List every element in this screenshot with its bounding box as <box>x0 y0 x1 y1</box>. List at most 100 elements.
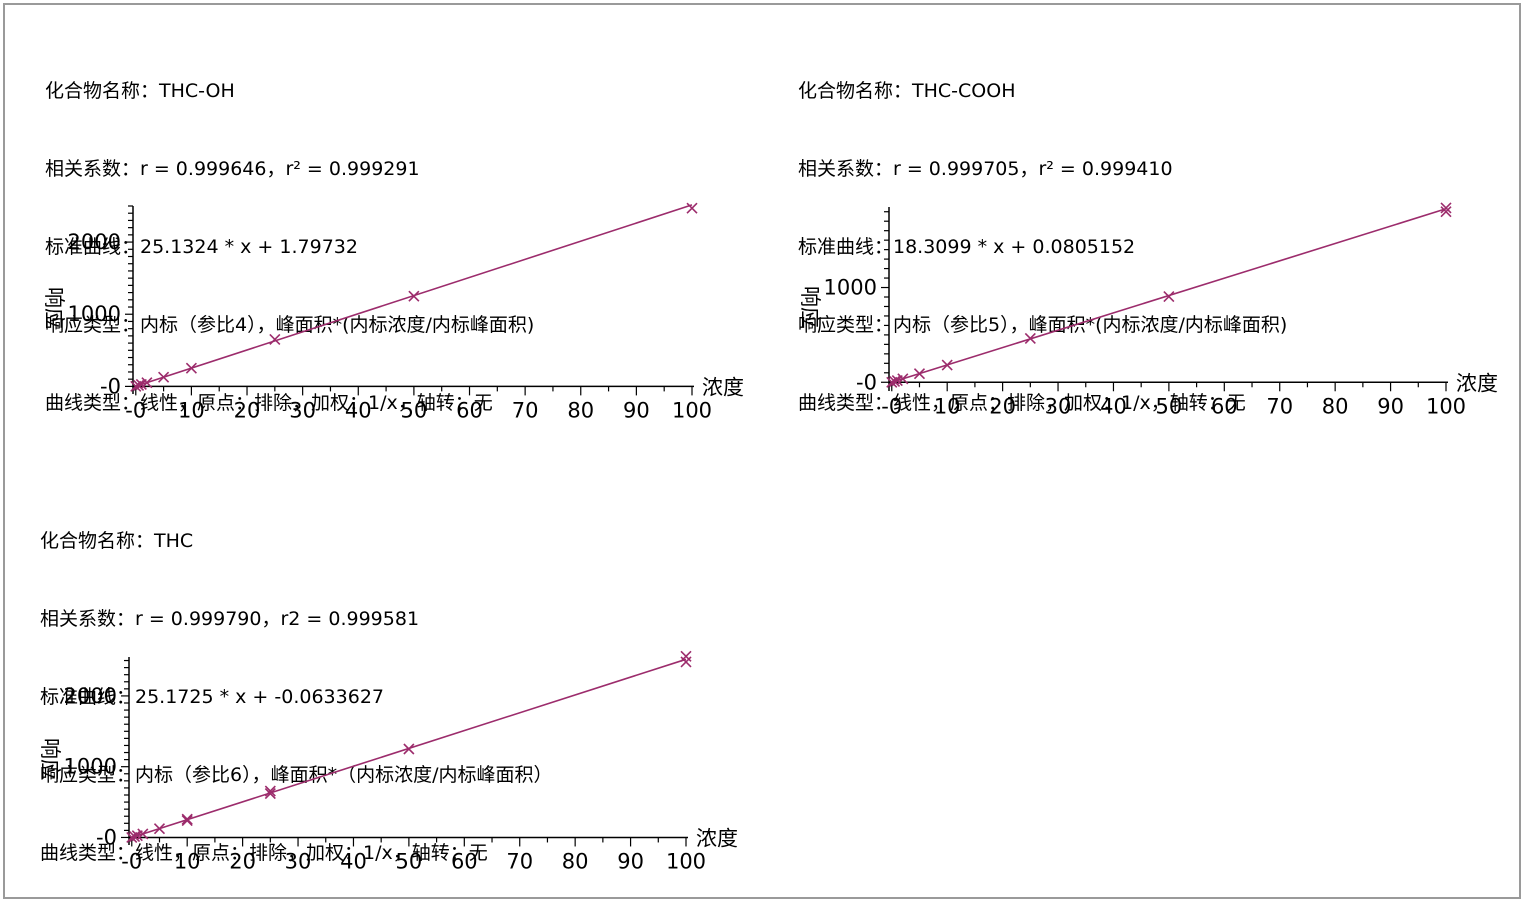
y-axis-title: 响应 <box>798 286 822 328</box>
calibration-equation: 标准曲线：25.1324 * x + 1.79732 <box>45 236 358 258</box>
data-point-stroke <box>913 368 926 380</box>
x-tick-label: 90 <box>617 849 644 873</box>
data-point <box>1440 202 1452 214</box>
figure-frame <box>3 3 1521 899</box>
y-tick-label: -0 <box>96 825 117 849</box>
x-tick-label: 20 <box>234 398 261 422</box>
y-tick-label: 2000 <box>64 684 117 708</box>
data-point-stroke <box>269 333 281 346</box>
data-point <box>128 831 141 843</box>
y-tick-label: -0 <box>856 370 877 394</box>
x-tick-label: 80 <box>567 398 594 422</box>
x-tick-label: 80 <box>562 849 589 873</box>
response-type: 响应类型：内标（参比5），峰面积*(内标浓度/内标峰面积) <box>798 314 1288 336</box>
data-point <box>680 656 692 668</box>
x-tick-label: -0 <box>121 849 142 873</box>
x-tick-label: -0 <box>881 394 902 418</box>
y-tick-label: 1000 <box>64 755 117 779</box>
x-tick-label: 20 <box>229 849 256 873</box>
data-point <box>269 333 281 346</box>
data-point-stroke <box>408 290 420 302</box>
x-tick-label: 30 <box>285 849 312 873</box>
data-point <box>185 362 197 374</box>
x-tick-label: 60 <box>456 398 483 422</box>
x-tick-label: 50 <box>396 849 423 873</box>
data-point-stroke <box>680 650 692 662</box>
correlation: 相关系数：r = 0.999705，r² = 0.999410 <box>798 158 1173 180</box>
data-point-stroke <box>153 823 166 835</box>
info-block: 化合物名称：THC 相关系数：r = 0.999790，r2 = 0.99958… <box>40 476 553 918</box>
data-point <box>132 379 145 391</box>
data-point-stroke <box>137 828 149 840</box>
data-point <box>181 813 193 825</box>
x-tick-label: 10 <box>178 398 205 422</box>
data-point <box>1024 332 1036 344</box>
data-point-stroke <box>264 785 276 797</box>
x-tick-label: 100 <box>672 398 712 422</box>
data-point <box>141 377 153 389</box>
data-point <box>264 788 276 800</box>
data-point <box>941 359 953 371</box>
data-point-stroke <box>1440 202 1452 214</box>
x-tick-label: 40 <box>340 849 367 873</box>
response-type: 响应类型：内标（参比6），峰面积*（内标浓度/内标峰面积） <box>40 764 553 786</box>
data-point <box>1163 290 1175 303</box>
data-point-stroke <box>1440 206 1452 218</box>
data-point <box>137 828 149 840</box>
data-point <box>403 743 415 755</box>
x-tick-label: 20 <box>989 394 1016 418</box>
x-tick-label: 90 <box>1377 394 1404 418</box>
data-point-stroke <box>128 831 141 843</box>
data-point <box>1440 206 1452 218</box>
curve-type: 曲线类型：线性，原点：排除，加权：1/x，轴转：无 <box>45 392 493 414</box>
x-tick-label: 60 <box>1211 394 1238 418</box>
data-point <box>686 202 698 214</box>
x-tick-label: 50 <box>401 398 428 422</box>
data-point <box>888 375 901 387</box>
y-axis-title: 响应 <box>42 287 66 329</box>
response-type: 响应类型：内标（参比4），峰面积*(内标浓度/内标峰面积) <box>45 314 535 336</box>
x-tick-label: 70 <box>1266 394 1293 418</box>
x-tick-label: 30 <box>289 398 316 422</box>
x-tick-label: 100 <box>1426 394 1466 418</box>
data-point <box>408 290 420 302</box>
compound-name: 化合物名称：THC-OH <box>45 80 235 102</box>
data-point <box>181 815 193 827</box>
data-point <box>680 650 692 662</box>
data-point <box>153 823 166 835</box>
data-point <box>897 373 909 385</box>
data-point-stroke <box>888 375 901 387</box>
data-point-stroke <box>181 813 193 825</box>
x-tick-label: 70 <box>512 398 539 422</box>
data-point-stroke <box>1024 332 1036 344</box>
x-axis-title: 浓度 <box>702 375 744 399</box>
info-block: 化合物名称：THC-OH 相关系数：r = 0.999646，r² = 0.99… <box>45 26 534 468</box>
info-block: 化合物名称：THC-COOH 相关系数：r = 0.999705，r² = 0.… <box>798 26 1287 468</box>
x-tick-label: 10 <box>934 394 961 418</box>
x-tick-label: 80 <box>1322 394 1349 418</box>
data-point-stroke <box>185 362 197 374</box>
data-point-stroke <box>941 359 953 371</box>
compound-name: 化合物名称：THC-COOH <box>798 80 1016 102</box>
x-tick-label: 40 <box>1100 394 1127 418</box>
data-point-stroke <box>686 202 698 214</box>
data-point-stroke <box>181 815 193 827</box>
x-tick-label: 50 <box>1156 394 1183 418</box>
y-tick-label: 1000 <box>68 302 121 326</box>
correlation: 相关系数：r = 0.999790，r2 = 0.999581 <box>40 608 420 630</box>
y-tick-label: -0 <box>100 374 121 398</box>
x-tick-label: 60 <box>451 849 478 873</box>
data-point-stroke <box>132 379 145 391</box>
x-tick-label: 30 <box>1045 394 1072 418</box>
x-axis-title: 浓度 <box>696 826 738 850</box>
calibration-equation: 标准曲线：25.1725 * x + -0.0633627 <box>40 686 384 708</box>
y-tick-label: 2000 <box>68 230 121 254</box>
data-point-stroke <box>897 373 909 385</box>
x-tick-label: 40 <box>345 398 372 422</box>
data-point-stroke <box>141 377 153 389</box>
x-tick-label: 100 <box>666 849 706 873</box>
data-point <box>913 368 926 380</box>
